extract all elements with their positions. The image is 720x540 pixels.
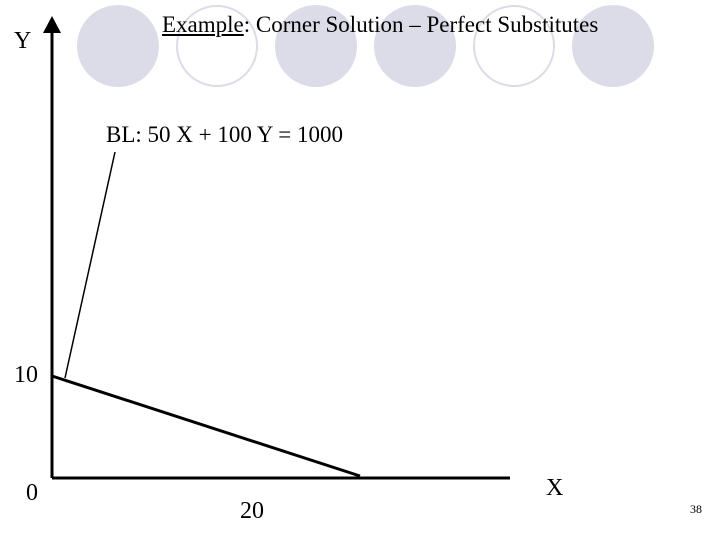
budget-line-label: BL: 50 X + 100 Y = 1000 <box>106 122 343 148</box>
budget-line <box>52 376 360 476</box>
x-axis-label: X <box>546 475 563 502</box>
diagram-svg <box>0 0 720 540</box>
pointer-line <box>65 152 115 378</box>
origin-label: 0 <box>26 480 38 507</box>
y-tick-10-label: 10 <box>14 362 38 389</box>
slide-number: 38 <box>690 502 702 517</box>
y-axis-label: Y <box>14 28 31 55</box>
x-tick-20-label: 20 <box>240 498 264 525</box>
axes <box>43 16 510 478</box>
